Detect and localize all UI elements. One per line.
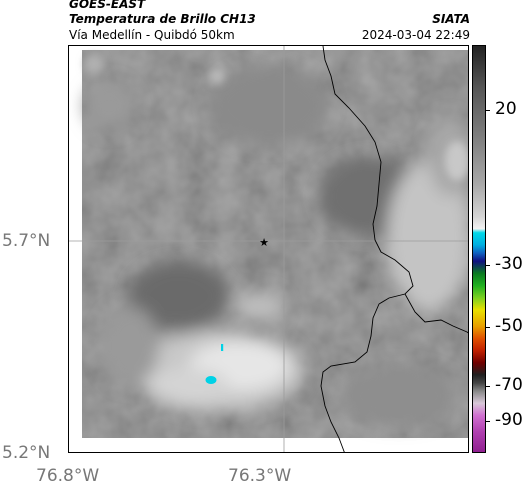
colorbar-label: 20 bbox=[495, 99, 517, 119]
location-star-marker: ★ bbox=[259, 236, 269, 249]
department-border-branch bbox=[404, 293, 468, 334]
colorbar-label: -50 bbox=[495, 316, 523, 336]
colorbar-label: -30 bbox=[495, 254, 523, 274]
colorbar bbox=[472, 45, 486, 453]
datetime-label: 2024-03-04 22:49 bbox=[361, 28, 470, 42]
colorbar-label: -90 bbox=[495, 410, 523, 430]
organization-label: SIATA bbox=[432, 12, 470, 26]
satellite-image bbox=[82, 50, 468, 438]
location-label: Vía Medellín - Quibdó 50km bbox=[69, 28, 235, 42]
department-border bbox=[320, 46, 414, 452]
y-tick-label: 5.7°N bbox=[2, 231, 51, 251]
x-tick-label: 76.8°W bbox=[36, 466, 100, 486]
cold-cloud-spot bbox=[205, 376, 217, 384]
colorbar-label: -70 bbox=[495, 375, 523, 395]
satellite-title: GOES-EAST bbox=[69, 0, 146, 11]
product-title: Temperatura de Brillo CH13 bbox=[69, 12, 256, 26]
map-panel: ★ bbox=[68, 45, 469, 453]
x-tick-label: 76.3°W bbox=[228, 466, 292, 486]
y-tick-label: 5.2°N bbox=[2, 443, 51, 463]
cold-cloud-spot bbox=[221, 344, 224, 351]
brightness-temperature-map: ★ bbox=[69, 46, 468, 452]
